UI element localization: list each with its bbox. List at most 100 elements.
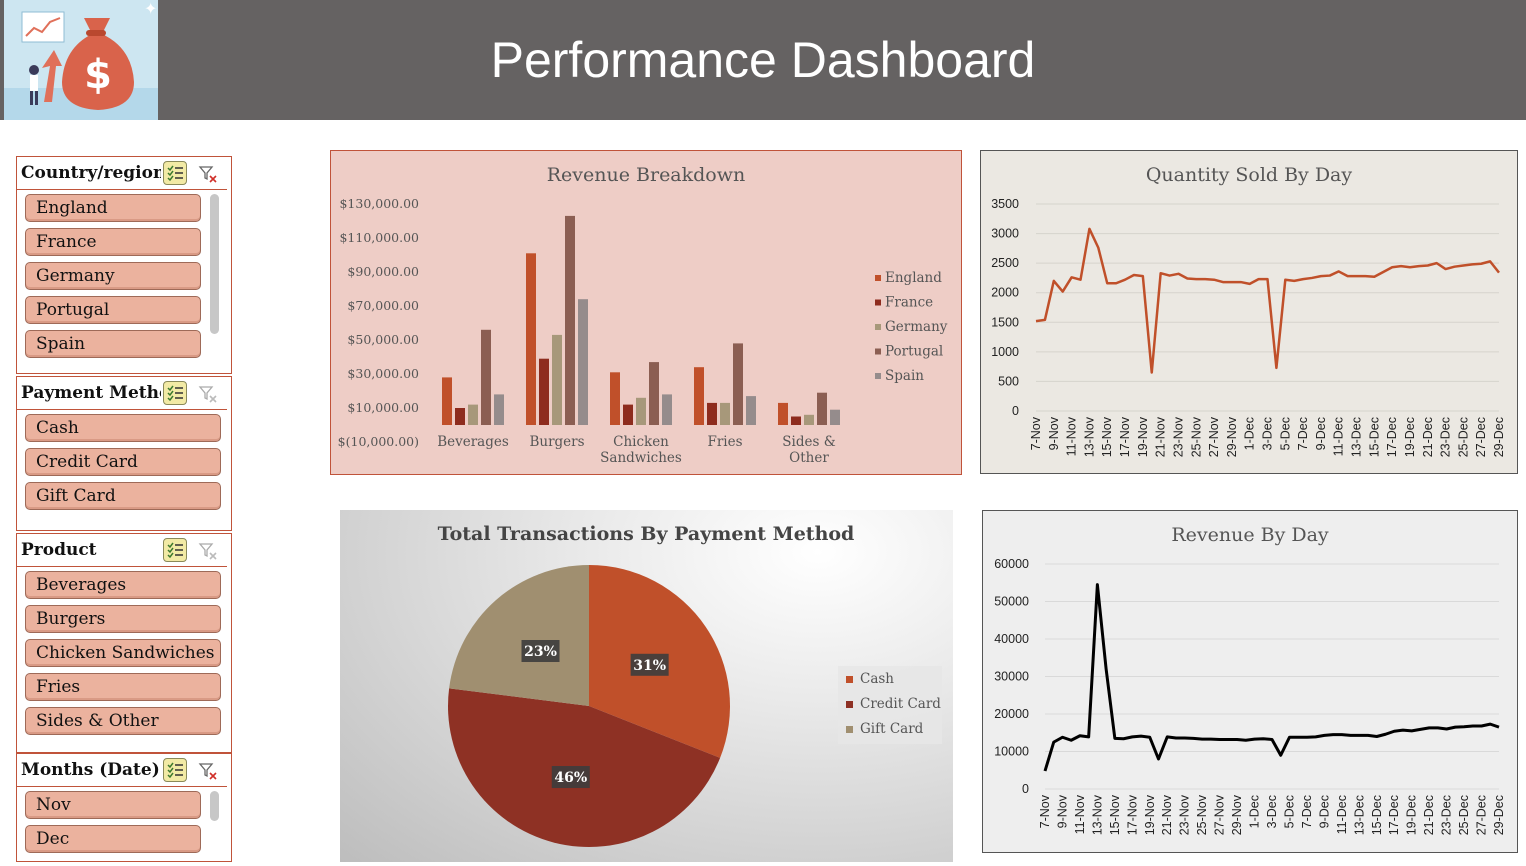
slicer-item-england[interactable]: England <box>25 194 201 222</box>
bar <box>720 402 730 425</box>
slicer-item-cash[interactable]: Cash <box>25 414 221 442</box>
chart-title: Quantity Sold By Day <box>1146 164 1353 186</box>
clear-filter-icon[interactable] <box>197 540 219 562</box>
slicer-item-fries[interactable]: Fries <box>25 673 221 701</box>
legend-label: England <box>885 270 942 286</box>
bar <box>817 392 827 425</box>
x-tick-label: 25-Nov <box>1189 416 1203 457</box>
y-tick-label: 1500 <box>991 315 1019 329</box>
y-tick-label: 10000 <box>994 745 1029 759</box>
bar <box>623 404 633 425</box>
x-tick-label: 17-Dec <box>1387 795 1401 835</box>
x-tick-label: 11-Nov <box>1073 794 1087 834</box>
clear-filter-icon[interactable] <box>197 383 219 405</box>
slicer-item-nov[interactable]: Nov <box>25 791 201 819</box>
y-tick-label: $50,000.00 <box>347 332 419 347</box>
x-tick-label: 7-Nov <box>1029 416 1043 450</box>
bar <box>746 396 756 425</box>
x-tick-label: Beverages <box>437 434 509 450</box>
x-tick-label: 19-Dec <box>1405 795 1419 835</box>
money-bag-logo: $ ✦ <box>4 0 158 120</box>
clear-filter-icon[interactable] <box>197 760 219 782</box>
slicer-item-portugal[interactable]: Portugal <box>25 296 201 324</box>
data-label-box <box>521 640 560 663</box>
legend-swatch <box>875 324 881 330</box>
x-tick-label: Sandwiches <box>600 450 682 466</box>
x-tick-label: Chicken <box>613 434 669 450</box>
slicer-item-sides-other[interactable]: Sides & Other <box>25 707 221 735</box>
svg-text:$: $ <box>84 52 112 98</box>
y-tick-label: $10,000.00 <box>347 400 419 415</box>
legend-label: Cash <box>860 671 894 687</box>
chart-title: Revenue By Day <box>1171 524 1329 546</box>
slicer-item-beverages[interactable]: Beverages <box>25 571 221 599</box>
x-tick-label: 27-Nov <box>1207 416 1221 457</box>
transactions-pie-chart-panel[interactable]: Total Transactions By Payment Method 31% 4… <box>340 510 953 862</box>
legend-label: Gift Card <box>860 721 924 737</box>
revenue-by-day-chart: Revenue By Day 60000 50000 40000 30000 20000 1… <box>994 524 1506 835</box>
y-tick-label: 3000 <box>991 227 1019 241</box>
svg-text:✦: ✦ <box>144 0 157 18</box>
slicer-item-france[interactable]: France <box>25 228 201 256</box>
multi-select-icon[interactable] <box>163 538 187 562</box>
multi-select-icon[interactable] <box>163 758 187 782</box>
y-tick-label: 0 <box>1022 782 1029 796</box>
chart-title: Revenue Breakdown <box>547 164 746 186</box>
slicer-item-burgers[interactable]: Burgers <box>25 605 221 633</box>
x-tick-label: 21-Nov <box>1154 416 1168 457</box>
slicer-item-credit-card[interactable]: Credit Card <box>25 448 221 476</box>
x-tick-label: 13-Dec <box>1352 795 1366 835</box>
multi-select-icon[interactable] <box>163 381 187 405</box>
y-tick-label: 30000 <box>994 670 1029 684</box>
slicer-items: Beverages Burgers Chicken Sandwiches Fri… <box>17 567 231 735</box>
bar <box>804 414 814 425</box>
x-tick-label: 17-Nov <box>1125 794 1139 835</box>
pie-slice <box>449 565 589 706</box>
x-tick-label: 27-Dec <box>1475 795 1489 835</box>
y-tick-label: $90,000.00 <box>347 264 419 279</box>
bar <box>733 343 743 425</box>
x-tick-label: 9-Dec <box>1317 795 1331 828</box>
x-tick-label: 3-Dec <box>1261 417 1275 450</box>
bar <box>778 402 788 425</box>
dashboard-header: $ ✦ Performance Dashboard <box>0 0 1526 120</box>
x-tick-label: 3-Dec <box>1265 795 1279 828</box>
bar <box>636 397 646 425</box>
y-tick-label: 20000 <box>994 707 1029 721</box>
slicer-item-dec[interactable]: Dec <box>25 825 201 853</box>
x-tick-label: 23-Dec <box>1439 417 1453 457</box>
slicer-header: Months (Date) <box>17 754 227 787</box>
revenue-breakdown-chart-panel[interactable]: Revenue Breakdown $130,000.00 $110,000.00 $… <box>330 150 962 475</box>
x-tick-label: 23-Nov <box>1178 794 1192 835</box>
revenue-by-day-chart-panel[interactable]: Revenue By Day 60000 50000 40000 30000 20000 1… <box>982 510 1518 853</box>
bar <box>791 416 801 425</box>
x-tick-label: 17-Dec <box>1385 417 1399 457</box>
slicer-scrollbar[interactable] <box>210 791 219 821</box>
slicer-item-chicken-sandwiches[interactable]: Chicken Sandwiches <box>25 639 221 667</box>
x-tick-label: 21-Dec <box>1421 417 1435 457</box>
page-title: Performance Dashboard <box>490 32 1036 88</box>
x-tick-label: 13-Nov <box>1082 416 1096 457</box>
slicer-title: Country/region <box>21 163 161 183</box>
y-tick-label: 2000 <box>991 286 1019 300</box>
y-tick-label: 50000 <box>994 595 1029 609</box>
slicer-item-spain[interactable]: Spain <box>25 330 201 358</box>
legend-box <box>838 666 942 744</box>
y-tick-label: 3500 <box>991 197 1019 211</box>
x-tick-label: 11-Dec <box>1335 795 1349 834</box>
multi-select-icon[interactable] <box>163 161 187 185</box>
x-tick-label: 15-Dec <box>1367 417 1381 457</box>
slicer-scrollbar[interactable] <box>210 194 219 334</box>
x-tick-label: 21-Dec <box>1422 795 1436 835</box>
slicer-header: Country/region <box>17 157 227 190</box>
x-tick-label: 13-Dec <box>1350 417 1364 457</box>
x-tick-label: 15-Nov <box>1108 794 1122 835</box>
bar <box>707 402 717 425</box>
x-tick-label: 7-Dec <box>1300 795 1314 828</box>
bar <box>565 215 575 425</box>
quantity-sold-chart-panel[interactable]: Quantity Sold By Day 3500 3000 2500 2000 1500… <box>980 150 1518 474</box>
slicer-item-gift-card[interactable]: Gift Card <box>25 482 221 510</box>
legend-label: Credit Card <box>860 696 941 712</box>
slicer-item-germany[interactable]: Germany <box>25 262 201 290</box>
clear-filter-icon[interactable] <box>197 163 219 185</box>
